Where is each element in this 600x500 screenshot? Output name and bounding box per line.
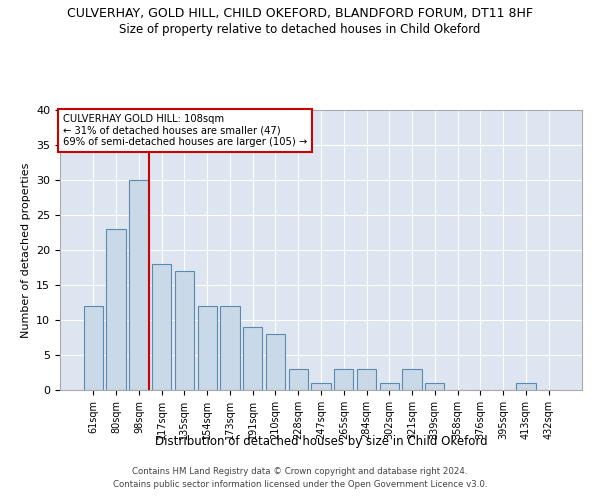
- Bar: [357, 369, 376, 390]
- Bar: [516, 383, 536, 390]
- Text: CULVERHAY, GOLD HILL, CHILD OKEFORD, BLANDFORD FORUM, DT11 8HF: CULVERHAY, GOLD HILL, CHILD OKEFORD, BLA…: [67, 8, 533, 20]
- Text: Size of property relative to detached houses in Child Okeford: Size of property relative to detached ho…: [119, 22, 481, 36]
- Bar: [175, 271, 194, 390]
- Y-axis label: Number of detached properties: Number of detached properties: [20, 162, 31, 338]
- Bar: [334, 369, 353, 390]
- Text: Contains public sector information licensed under the Open Government Licence v3: Contains public sector information licen…: [113, 480, 487, 489]
- Bar: [197, 306, 217, 390]
- Bar: [403, 369, 422, 390]
- Bar: [152, 264, 172, 390]
- Text: CULVERHAY GOLD HILL: 108sqm
← 31% of detached houses are smaller (47)
69% of sem: CULVERHAY GOLD HILL: 108sqm ← 31% of det…: [62, 114, 307, 148]
- Bar: [220, 306, 239, 390]
- Bar: [106, 229, 126, 390]
- Bar: [289, 369, 308, 390]
- Text: Contains HM Land Registry data © Crown copyright and database right 2024.: Contains HM Land Registry data © Crown c…: [132, 467, 468, 476]
- Bar: [380, 383, 399, 390]
- Bar: [311, 383, 331, 390]
- Bar: [129, 180, 149, 390]
- Bar: [425, 383, 445, 390]
- Bar: [243, 327, 262, 390]
- Bar: [84, 306, 103, 390]
- Text: Distribution of detached houses by size in Child Okeford: Distribution of detached houses by size …: [155, 435, 487, 448]
- Bar: [266, 334, 285, 390]
